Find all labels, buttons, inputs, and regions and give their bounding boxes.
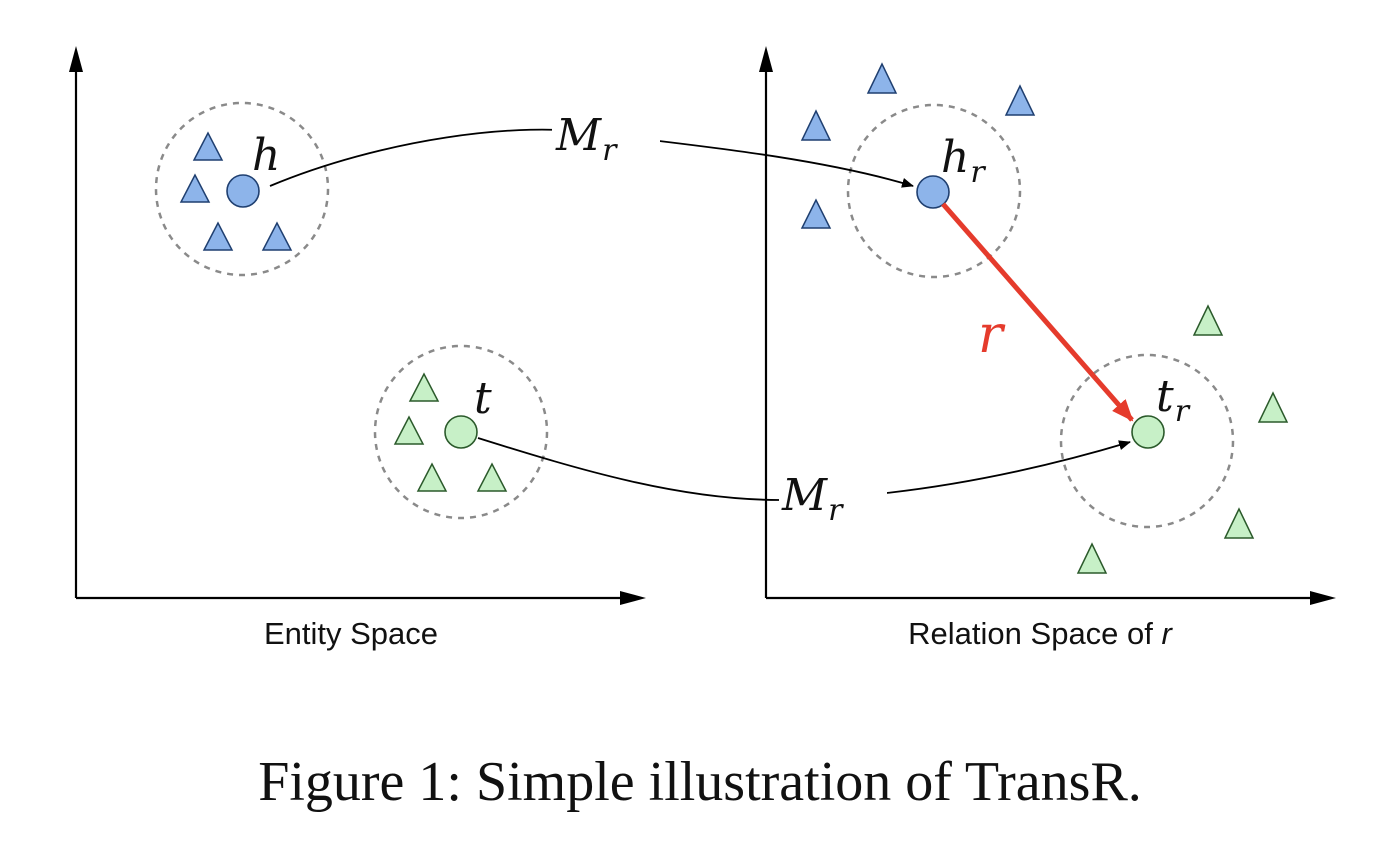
h-r-label-subscript: r — [970, 155, 986, 190]
blue-triangle — [261, 221, 293, 251]
green-triangle — [1257, 391, 1289, 423]
m-r-bottom-subscript: r — [828, 493, 844, 528]
t-r-cluster: tr — [1059, 304, 1289, 574]
green-triangle — [476, 462, 508, 492]
blue-triangle — [800, 109, 832, 141]
h-r-cluster: hr — [800, 62, 1036, 279]
h-r-projected-point — [916, 175, 950, 209]
h-cluster-boundary — [154, 101, 330, 277]
blue-triangle — [800, 198, 832, 229]
t-r-label: tr — [1156, 371, 1191, 429]
m-r-bottom-label-bg — [779, 468, 887, 526]
h-cluster: h — [154, 101, 330, 277]
figure-caption: Figure 1: Simple illustration of TransR. — [258, 751, 1142, 813]
relation-vector-label: r — [978, 305, 1006, 365]
h-entity-point — [226, 174, 260, 208]
t-label: t — [474, 373, 492, 424]
m-r-top-subscript: r — [602, 133, 618, 168]
m-r-bottom-label: Mr — [781, 470, 844, 528]
relation-space-label-prefix: Relation Space of — [908, 616, 1161, 651]
right-x-arrowhead — [1310, 591, 1336, 605]
h-r-cluster-boundary — [846, 103, 1022, 279]
t-r-projected-point — [1131, 415, 1165, 449]
relation-space-label-symbol: r — [1162, 616, 1174, 651]
green-triangle — [393, 415, 425, 445]
m-r-bottom-main: M — [781, 470, 828, 521]
green-triangle — [408, 372, 440, 402]
blue-triangle — [179, 173, 211, 203]
blue-triangle — [1004, 84, 1036, 116]
m-r-top-label: Mr — [555, 110, 618, 168]
blue-triangle — [866, 62, 898, 94]
green-triangle — [1192, 304, 1224, 336]
left-x-arrowhead — [620, 591, 646, 605]
relation-vector-arrow — [941, 202, 1134, 422]
entity-space-label: Entity Space — [264, 616, 438, 651]
t-cluster: t — [373, 344, 549, 520]
green-triangle — [1223, 507, 1255, 539]
green-triangle — [416, 462, 448, 492]
right-y-arrowhead — [759, 46, 773, 72]
t-cluster-boundary — [373, 344, 549, 520]
entity-space-axes — [69, 46, 646, 605]
left-y-arrowhead — [69, 46, 83, 72]
m-r-top-label-bg — [552, 108, 660, 166]
relation-space-label: Relation Space of r — [908, 616, 1173, 651]
blue-triangle — [192, 131, 224, 161]
t-entity-point — [444, 415, 478, 449]
h-r-label-main: h — [941, 132, 969, 183]
m-r-top-main: M — [555, 110, 602, 161]
h-label: h — [252, 130, 280, 181]
t-r-label-main: t — [1156, 371, 1174, 422]
h-r-label: hr — [941, 132, 986, 190]
t-r-cluster-boundary — [1059, 353, 1235, 529]
green-triangle — [1076, 542, 1108, 574]
relation-space-axes — [759, 46, 1336, 605]
t-r-label-subscript: r — [1175, 394, 1191, 429]
blue-triangle — [202, 221, 234, 251]
